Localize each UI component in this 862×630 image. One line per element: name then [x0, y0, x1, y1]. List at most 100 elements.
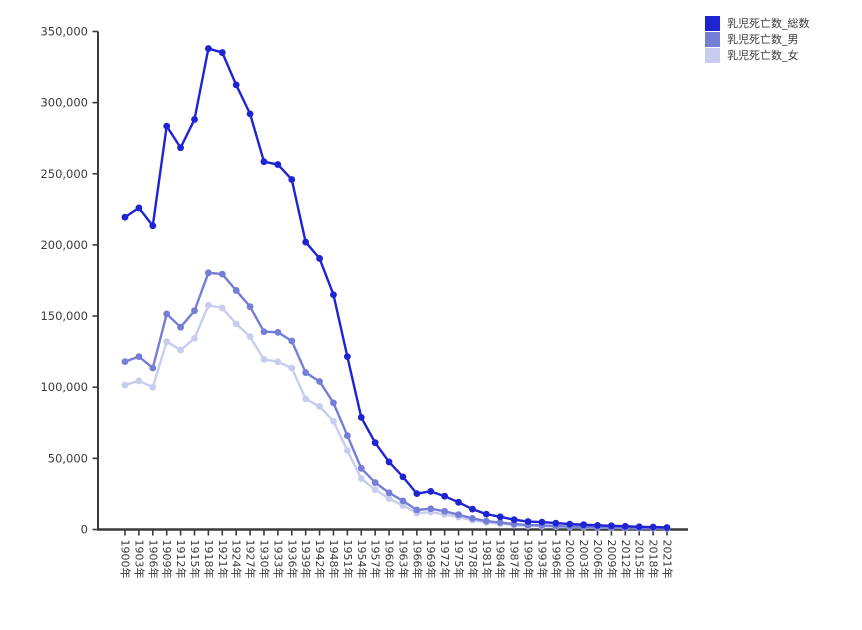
series-total-point: [316, 255, 323, 262]
x-axis-label: 1915年: [188, 540, 202, 579]
series-male-line: [123, 271, 669, 530]
y-axis-label: 250,000: [40, 167, 88, 181]
series-total-point: [246, 110, 254, 118]
x-axis-label: 2000年: [563, 540, 577, 579]
x-axis-label: 1912年: [174, 540, 188, 579]
x-axis-label: 1957年: [369, 540, 383, 579]
y-axis-label: 0: [81, 523, 88, 537]
x-axis-label: 2015年: [633, 540, 647, 579]
x-axis-label: 1993年: [535, 540, 549, 579]
series-total-point: [343, 353, 351, 361]
legend-label-male: 乳児死亡数_男: [727, 33, 799, 46]
series-total-point: [163, 122, 171, 130]
series-total-point: [260, 158, 268, 166]
legend-swatch-total-icon: [705, 16, 720, 31]
x-axis-label: 1951年: [341, 540, 355, 579]
legend-item-total: 乳児死亡数_総数: [705, 16, 810, 31]
legend-item-female: 乳児死亡数_女: [705, 48, 810, 63]
series-male-point: [204, 269, 212, 277]
series-male-point: [371, 479, 379, 486]
series-total-point: [149, 222, 157, 230]
series-female-point: [260, 356, 268, 363]
series-male-point: [343, 432, 351, 439]
series-female-point: [316, 403, 323, 410]
legend-label-total: 乳児死亡数_総数: [727, 17, 810, 30]
series-total-point: [274, 161, 282, 168]
series-female-point: [218, 304, 226, 312]
x-axis-label: 1966年: [410, 540, 424, 579]
series-male-point: [177, 323, 184, 331]
series-male-point: [232, 287, 240, 294]
series-male-point: [496, 519, 504, 526]
series-total-point: [524, 518, 532, 525]
series-female-point: [246, 333, 254, 341]
x-axis-label: 1972年: [438, 540, 452, 579]
legend-swatch-female-icon: [705, 48, 720, 63]
series-female-point: [274, 358, 282, 366]
x-axis-label: 2012年: [619, 540, 633, 579]
series-total-point: [552, 519, 560, 527]
series-female-point: [177, 346, 184, 354]
x-axis-label: 1960年: [383, 540, 397, 579]
series-female-point: [135, 377, 143, 385]
series-total: [121, 45, 671, 531]
x-axis-label: 1906年: [146, 540, 160, 579]
series-male-point: [441, 507, 449, 515]
series-female-point: [385, 495, 393, 503]
x-axis-label: 1975年: [452, 540, 466, 579]
series-male-point: [135, 353, 143, 361]
series-total-point: [204, 45, 212, 52]
series-female-line: [123, 304, 669, 530]
series-total-point: [385, 458, 393, 466]
x-axis-label: 1984年: [494, 540, 508, 579]
x-axis-label: 1927年: [244, 540, 258, 579]
x-axis-label: 1942年: [313, 540, 327, 579]
series-total-point: [288, 176, 296, 183]
series-male-point: [385, 489, 393, 497]
x-axis-label: 1921年: [216, 540, 230, 579]
series-male-point: [274, 328, 282, 336]
x-axis-label: 1978年: [466, 540, 480, 579]
series-total-point: [121, 213, 129, 221]
series-male-point: [316, 378, 323, 385]
series-total-point: [218, 49, 226, 56]
series-female-point: [163, 338, 171, 346]
series-female-point: [330, 417, 337, 425]
series-total-point: [371, 439, 379, 447]
x-axis-label: 1900年: [119, 540, 133, 579]
series-male-point: [260, 328, 268, 336]
legend-item-male: 乳児死亡数_男: [705, 32, 810, 47]
legend-swatch-male-icon: [705, 32, 720, 47]
series-female-point: [357, 475, 365, 482]
series-male-point: [218, 270, 226, 278]
y-axis-label: 350,000: [40, 25, 88, 39]
x-axis-label: 2006年: [591, 540, 605, 579]
series-male-point: [330, 399, 337, 407]
series-total-point: [621, 522, 629, 530]
series-male-point: [469, 515, 476, 522]
series-male-point: [455, 511, 462, 519]
x-axis-label: 1930年: [257, 540, 271, 579]
x-axis-label: 1987年: [508, 540, 522, 579]
chart-legend: 乳児死亡数_総数 乳児死亡数_男 乳児死亡数_女: [705, 16, 810, 63]
series-total-point: [413, 490, 421, 498]
series-male-point: [399, 497, 407, 505]
x-axis-label: 1939年: [299, 540, 313, 579]
y-axis-label: 300,000: [40, 96, 88, 110]
series-male-point: [413, 506, 421, 514]
series-female-point: [149, 383, 157, 391]
series-total-point: [566, 520, 574, 528]
x-axis-label: 1969年: [424, 540, 438, 579]
series-total-line: [123, 47, 669, 529]
x-axis-label: 1933年: [271, 540, 285, 579]
series-total-point: [510, 516, 518, 524]
x-axis-label: 1936年: [285, 540, 299, 579]
y-axis-label: 200,000: [40, 238, 88, 252]
series-total-point: [635, 523, 643, 531]
series-female-point: [191, 334, 198, 342]
y-axis-label: 50,000: [48, 451, 88, 465]
series-total-point: [649, 523, 657, 531]
series-total-point: [580, 521, 588, 529]
x-axis-label: 1909年: [160, 540, 174, 579]
x-axis-label: 2003年: [577, 540, 591, 579]
